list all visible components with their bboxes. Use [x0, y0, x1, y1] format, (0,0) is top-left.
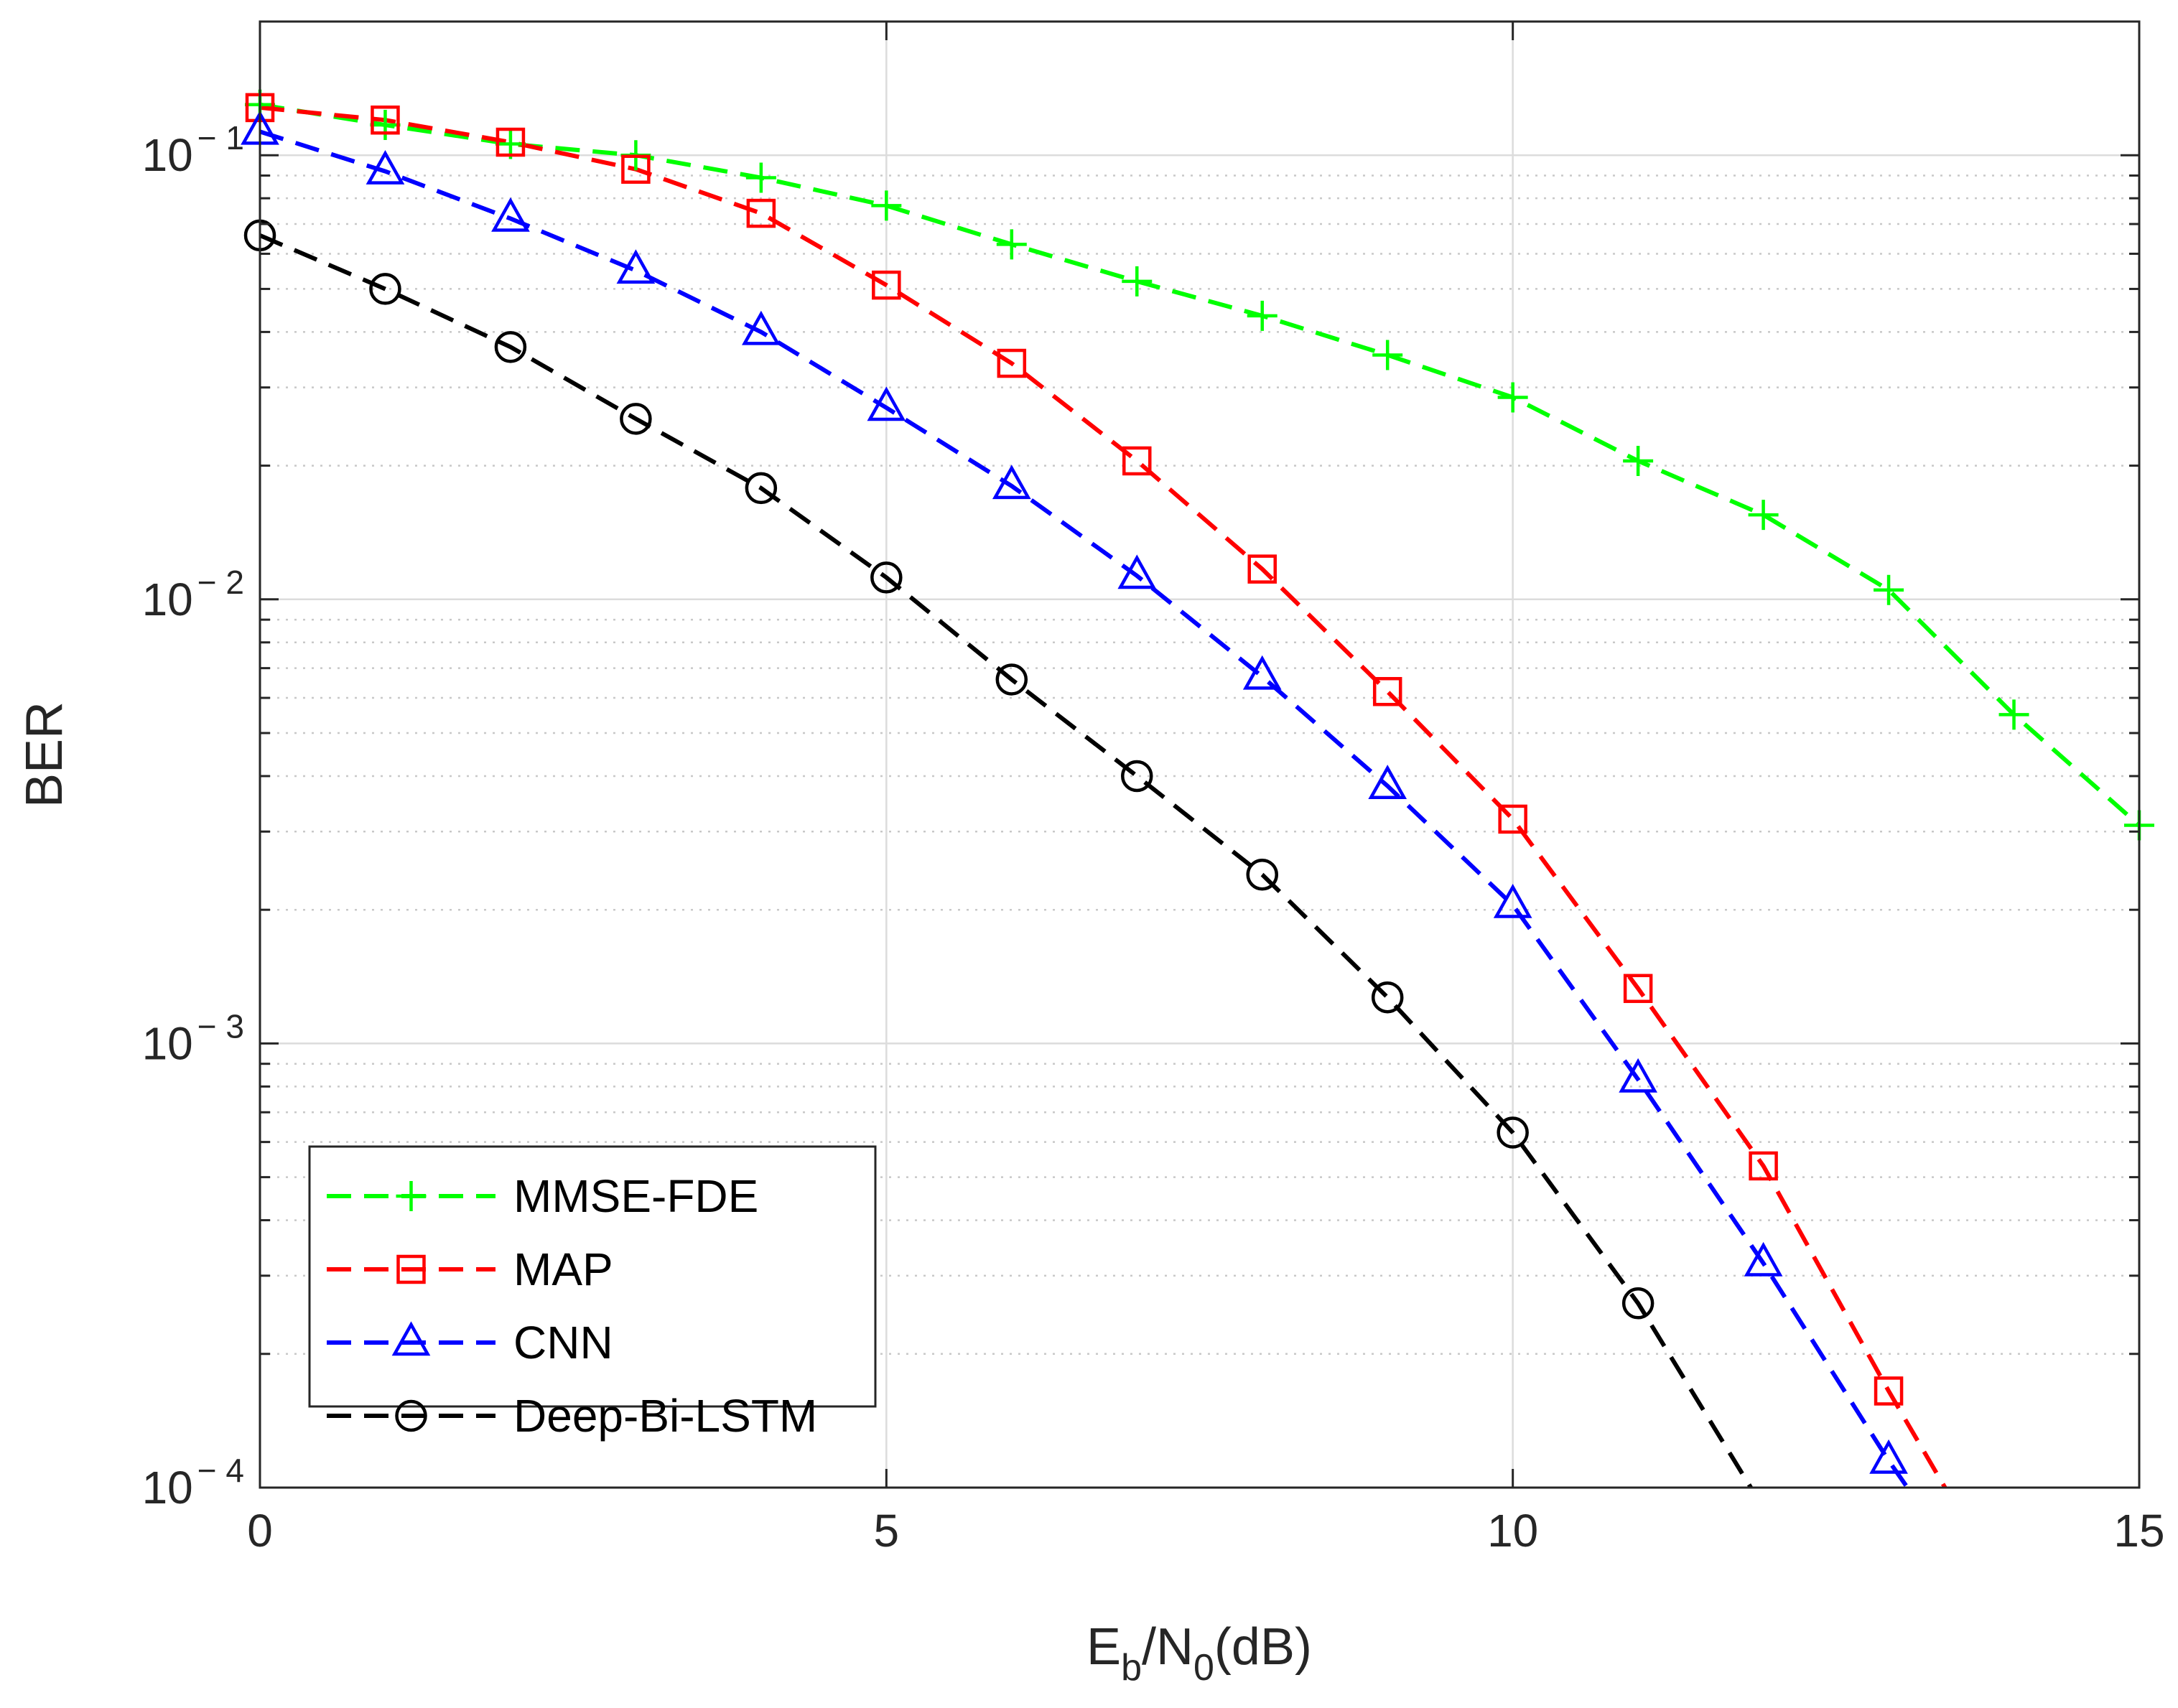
data-point-deep-bi-lstm	[494, 331, 527, 363]
data-point-mmse-fde	[1122, 266, 1153, 297]
data-point-cnn	[1869, 1439, 1908, 1474]
x-axis-title-base: E	[1086, 1618, 1121, 1676]
data-point-mmse-fde	[1874, 574, 1904, 605]
data-point-map	[1874, 1376, 1904, 1406]
y-tick-label-exponent: − 4	[197, 1452, 244, 1489]
data-point-mmse-fde	[370, 110, 401, 141]
x-axis-title-sub2: 0	[1193, 1647, 1214, 1689]
data-point-mmse-fde	[1623, 445, 1654, 476]
y-axis-title: BER	[16, 701, 73, 808]
y-tick-label-exponent: − 1	[197, 119, 244, 157]
legend-box	[308, 1145, 877, 1408]
y-tick-label: 10− 3	[142, 1007, 244, 1069]
data-point-map	[1749, 1151, 1778, 1181]
data-point-mmse-fde	[996, 229, 1027, 260]
x-axis-title: Eb/N0(dB)	[1086, 1618, 1312, 1689]
legend-label-cnn: CNN	[513, 1317, 613, 1368]
data-point-cnn	[366, 150, 405, 185]
data-point-map	[1498, 804, 1527, 834]
x-axis-title-sub1: b	[1121, 1647, 1142, 1689]
legend: MMSE-FDE MAP CNN Deep-Bi-LSTM	[308, 1145, 877, 1442]
data-point-mmse-fde	[871, 190, 902, 221]
data-point-map	[1247, 554, 1277, 584]
data-point-cnn	[1117, 554, 1157, 589]
data-point-mmse-fde	[1247, 300, 1278, 331]
legend-entries: MMSE-FDE MAP CNN Deep-Bi-LSTM	[327, 1170, 817, 1442]
data-point-mmse-fde	[1998, 699, 2029, 730]
series-line-mmse-fde	[260, 102, 2139, 827]
y-tick-label-base: 10	[142, 1462, 193, 1513]
data-point-deep-bi-lstm	[745, 472, 778, 505]
data-point-map	[1623, 974, 1653, 1004]
plot-frame	[259, 20, 2141, 1489]
data-point-mmse-fde	[1497, 382, 1528, 413]
x-axis-title-mid: /N	[1142, 1618, 1193, 1676]
data-point-cnn	[742, 310, 781, 345]
data-point-map	[371, 105, 400, 135]
data-point-map	[746, 198, 776, 228]
legend-marker-map	[396, 1254, 426, 1284]
data-point-deep-bi-lstm	[1621, 1287, 1655, 1320]
x-tick-label: 0	[247, 1505, 273, 1557]
data-point-cnn	[867, 386, 906, 421]
data-point-cnn	[1368, 765, 1407, 800]
data-point-deep-bi-lstm	[1371, 981, 1404, 1014]
legend-marker-deep-bi-lstm	[395, 1399, 427, 1432]
data-point-deep-bi-lstm	[1497, 1116, 1529, 1149]
series-line-map	[260, 105, 1947, 1488]
x-tick-label: 10	[1487, 1505, 1538, 1557]
data-point-deep-bi-lstm	[620, 403, 652, 435]
data-point-cnn	[1493, 883, 1532, 918]
legend-marker-mmse-fde	[396, 1181, 427, 1211]
series-line-cnn	[260, 129, 1909, 1488]
data-point-map	[997, 348, 1027, 378]
data-point-deep-bi-lstm	[369, 273, 401, 305]
y-tick-label: 10− 1	[142, 119, 244, 181]
y-tick-label-base: 10	[142, 129, 193, 181]
axis-ticks	[259, 20, 2141, 1489]
y-tick-labels: 10− 110− 210− 310− 4	[142, 119, 244, 1513]
data-point-cnn	[491, 197, 530, 232]
data-point-mmse-fde	[1748, 500, 1779, 531]
data-point-cnn	[1242, 655, 1282, 690]
y-tick-label-exponent: − 3	[197, 1007, 244, 1045]
y-tick-label-base: 10	[142, 574, 193, 625]
data-point-deep-bi-lstm	[1121, 760, 1153, 793]
data-point-deep-bi-lstm	[995, 663, 1028, 696]
y-tick-label: 10− 4	[142, 1452, 244, 1513]
x-tick-labels: 0 5 10 15	[247, 1505, 2164, 1557]
series-lines	[260, 102, 2139, 1488]
x-axis-title-tail: (dB)	[1214, 1618, 1312, 1676]
data-point-map	[621, 154, 651, 184]
data-point-cnn	[1744, 1241, 1783, 1277]
y-tick-label: 10− 2	[142, 564, 244, 625]
data-point-cnn	[992, 465, 1031, 500]
data-point-cnn	[616, 249, 656, 284]
grid	[260, 22, 2139, 1488]
data-point-map	[1372, 676, 1402, 706]
data-point-deep-bi-lstm	[1246, 858, 1278, 891]
legend-label-deep-bi-lstm: Deep-Bi-LSTM	[513, 1390, 817, 1442]
data-point-map	[1122, 446, 1152, 476]
data-point-mmse-fde	[745, 162, 776, 193]
y-tick-label-base: 10	[142, 1017, 193, 1069]
data-point-deep-bi-lstm	[870, 561, 903, 594]
data-point-map	[495, 127, 526, 157]
data-point-mmse-fde	[1372, 340, 1403, 370]
data-point-cnn	[1619, 1058, 1657, 1093]
legend-label-mmse-fde: MMSE-FDE	[513, 1170, 758, 1222]
series-line-deep-bi-lstm	[260, 233, 1753, 1488]
legend-label-map: MAP	[513, 1243, 613, 1295]
x-tick-label: 15	[2113, 1505, 2164, 1557]
y-tick-label-exponent: − 2	[197, 564, 244, 601]
x-tick-label: 5	[874, 1505, 900, 1557]
legend-marker-cnn	[391, 1321, 431, 1356]
data-point-map	[872, 270, 901, 300]
